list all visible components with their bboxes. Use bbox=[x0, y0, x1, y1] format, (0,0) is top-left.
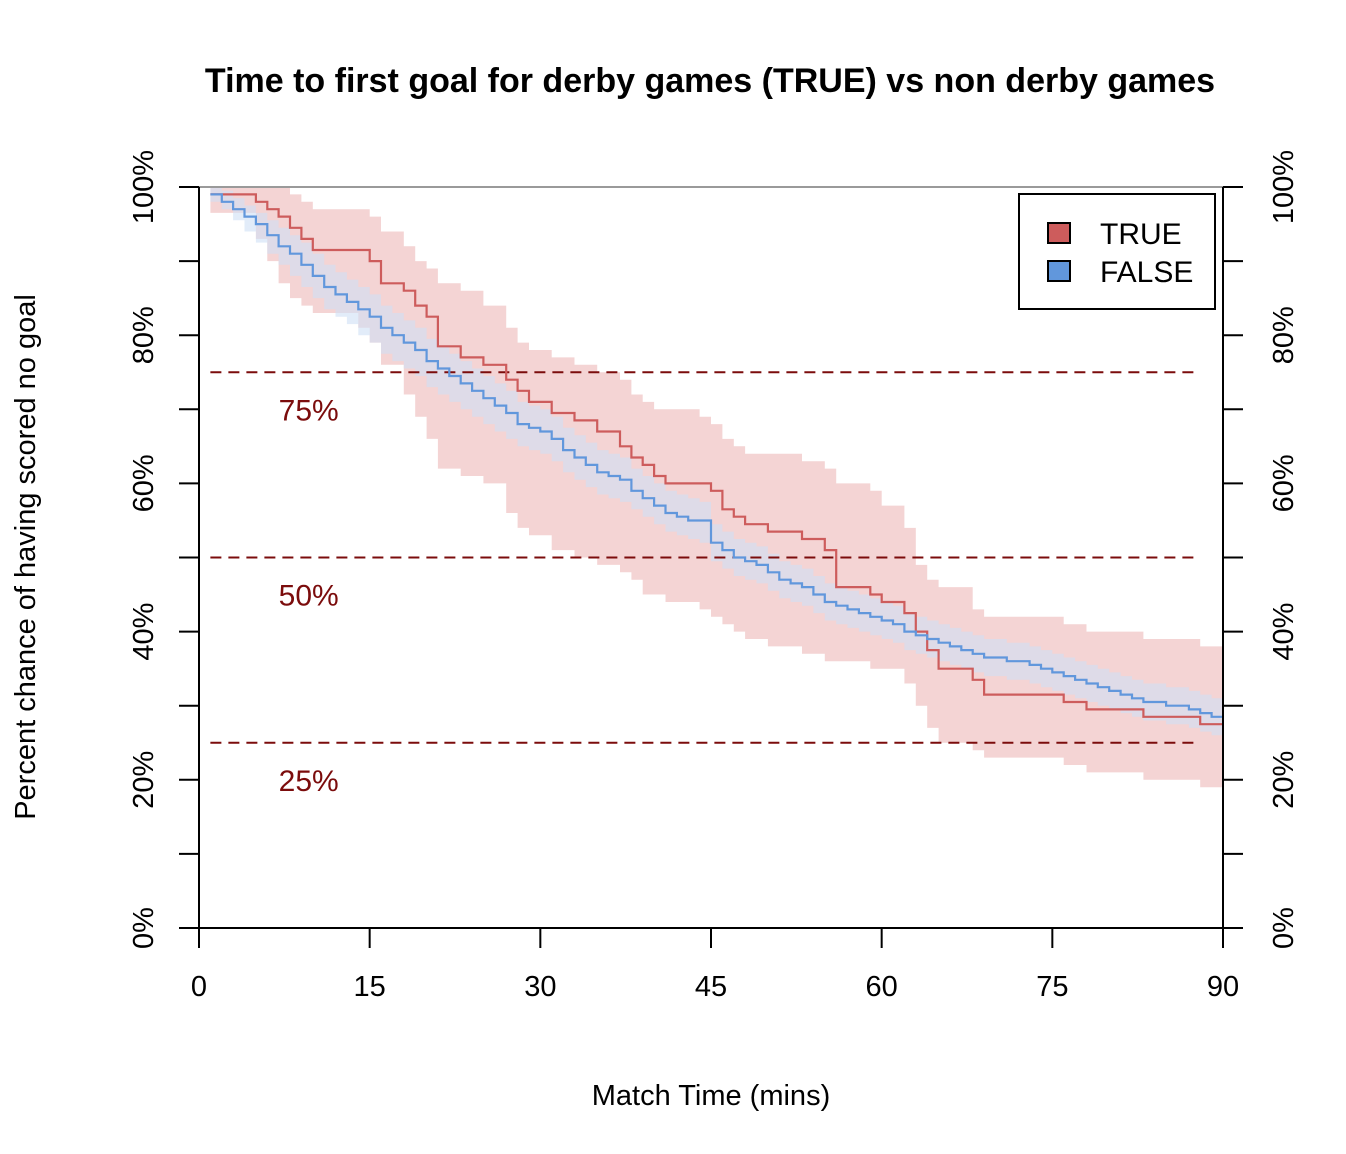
y-tick-label-right: 60% bbox=[1268, 454, 1300, 512]
x-tick-label: 75 bbox=[1036, 971, 1068, 1003]
y-tick-label-right: 100% bbox=[1268, 150, 1300, 224]
legend-label-true: TRUE bbox=[1100, 218, 1182, 251]
reference-label-25: 25% bbox=[279, 765, 339, 798]
legend-swatch-true bbox=[1047, 222, 1071, 244]
legend-swatch-false bbox=[1047, 260, 1071, 282]
y-tick-label-left: 20% bbox=[128, 751, 160, 809]
reference-label-50: 50% bbox=[279, 580, 339, 613]
series-line-true bbox=[210, 193, 1223, 726]
y-tick-label-left: 0% bbox=[128, 907, 160, 949]
legend-box bbox=[1018, 193, 1216, 310]
y-tick-label-right: 80% bbox=[1268, 306, 1300, 364]
y-tick-label-left: 80% bbox=[128, 306, 160, 364]
confidence-band-false bbox=[210, 187, 1223, 739]
x-tick-label: 15 bbox=[354, 971, 386, 1003]
series-line-false bbox=[210, 193, 1223, 718]
x-tick-label: 45 bbox=[695, 971, 727, 1003]
x-tick-label: 0 bbox=[191, 971, 207, 1003]
reference-lines: 75% 50% 25% bbox=[210, 371, 1195, 798]
y-tick-label-right: 40% bbox=[1268, 603, 1300, 661]
x-tick-label: 90 bbox=[1207, 971, 1239, 1003]
y-tick-label-left: 100% bbox=[128, 150, 160, 224]
chart-title: Time to first goal for derby games (TRUE… bbox=[205, 62, 1215, 100]
x-tick-label: 60 bbox=[866, 971, 898, 1003]
x-tick-label: 30 bbox=[524, 971, 556, 1003]
legend: TRUE FALSE bbox=[1018, 193, 1216, 310]
legend-label-false: FALSE bbox=[1100, 256, 1193, 289]
y-tick-label-left: 40% bbox=[128, 603, 160, 661]
x-axis-label: Match Time (mins) bbox=[592, 1080, 830, 1112]
y-tick-label-right: 20% bbox=[1268, 751, 1300, 809]
y-tick-label-right: 0% bbox=[1268, 907, 1300, 949]
y-axis-label: Percent chance of having scored no goal bbox=[10, 294, 42, 820]
reference-label-75: 75% bbox=[279, 394, 339, 427]
y-tick-label-left: 60% bbox=[128, 454, 160, 512]
series-lines bbox=[210, 193, 1223, 726]
axes: 0% 0% 20% 20% 40% 40% 60% 60% 80% 80% 100% 100% 0 15 3… bbox=[128, 150, 1300, 1003]
